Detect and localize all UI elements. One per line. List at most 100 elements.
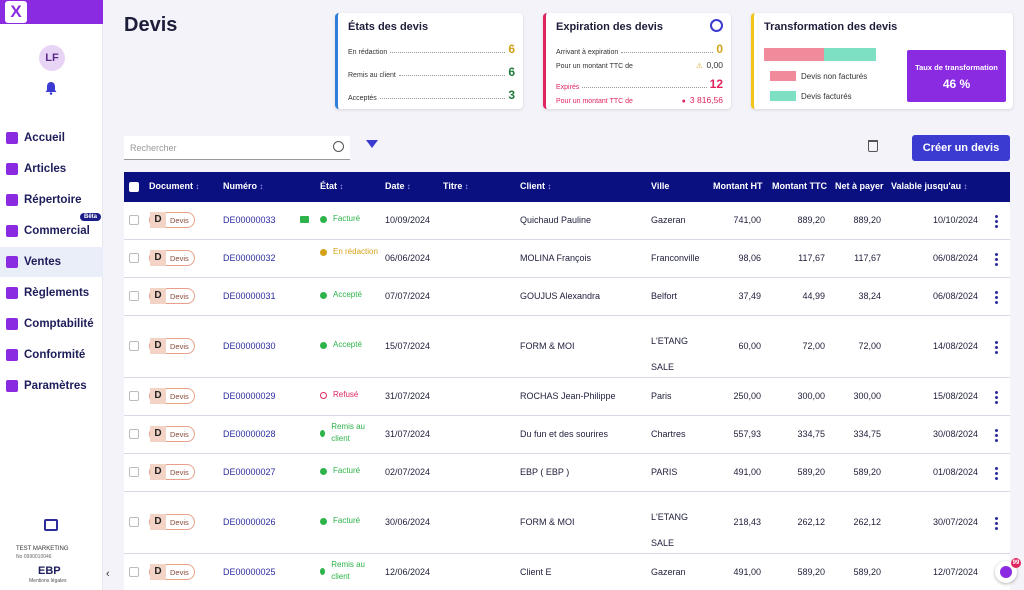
row-menu-icon[interactable] [995,517,998,532]
numero-link[interactable]: DE00000033 [223,215,276,225]
table-row[interactable]: D Devis DE00000026 Facturé 30/06/2024 FOR… [124,492,1010,554]
bar-factures [824,48,876,61]
col-numero[interactable]: Numéro [223,181,263,191]
col-titre[interactable]: Titre [443,181,469,191]
table-row[interactable]: D Devis DE00000027 Facturé 02/07/2024 EBP… [124,454,1010,492]
avatar[interactable]: LF [39,45,65,71]
date-cell: 02/07/2024 [385,467,431,477]
create-devis-button[interactable]: Créer un devis [912,135,1010,161]
table-row[interactable]: D Devis DE00000025 Remis au client 12/06/… [124,554,1010,590]
trash-icon[interactable] [868,140,878,152]
row-checkbox[interactable] [129,253,139,263]
client-cell: ROCHAS Jean-Philippe [520,391,616,401]
row-checkbox[interactable] [129,291,139,301]
numero-link[interactable]: DE00000029 [223,391,276,401]
numero-link[interactable]: DE00000032 [223,253,276,263]
legal-link[interactable]: Mentions légales [29,578,67,584]
col-net-a-payer: Net à payer [835,181,884,191]
row-menu-icon[interactable] [995,341,998,356]
sidebar-item-accueil[interactable]: Accueil [0,123,103,153]
sidebar-item-parametres[interactable]: Paramètres [0,371,103,401]
card-expiration-devis[interactable]: Expiration des devis Arrivant à expirati… [543,13,731,109]
row-menu-icon[interactable] [995,429,998,444]
row-menu-icon[interactable] [995,215,998,230]
arrivant-row: Arrivant à expiration 0 [556,42,723,56]
sidebar-item-reglements[interactable]: Règlements [0,278,103,308]
numero-link[interactable]: DE00000030 [223,341,276,351]
numero-link[interactable]: DE00000031 [223,291,276,301]
table-row[interactable]: D Devis DE00000033 Facturé 10/09/2024 Qui… [124,202,1010,240]
row-menu-icon[interactable] [995,391,998,406]
row-checkbox[interactable] [129,341,139,351]
col-document[interactable]: Document [149,181,199,191]
card-transformation-devis[interactable]: Transformation des devis Devis non factu… [751,13,1013,109]
ttc-cell: 44,99 [802,291,825,301]
sidebar-item-articles[interactable]: Articles [0,154,103,184]
status-badge: En rédaction [320,246,380,258]
sidebar-item-label: Comptabilité [24,318,94,330]
page-title: Devis [124,14,178,36]
gear-icon[interactable] [710,19,723,32]
numero-link[interactable]: DE00000028 [223,429,276,439]
chat-icon[interactable] [44,519,58,531]
card-etats-devis[interactable]: États des devis En rédaction 6 Remis au c… [335,13,523,109]
document-chip: D Devis [149,288,195,304]
legend-factures: Devis facturés [770,91,852,101]
row-checkbox[interactable] [129,517,139,527]
row-checkbox[interactable] [129,567,139,577]
numero-link[interactable]: DE00000025 [223,567,276,577]
bell-icon[interactable] [44,81,58,95]
etat-row-redaction: En rédaction 6 [348,42,515,56]
net-cell: 589,20 [853,467,881,477]
assistant-fab[interactable]: 99 [995,558,1021,583]
filter-icon[interactable] [366,140,378,148]
search-input[interactable]: Rechercher [124,136,350,160]
sidebar-item-conformite[interactable]: Conformité [0,340,103,370]
col-client[interactable]: Client [520,181,551,191]
row-checkbox[interactable] [129,467,139,477]
col-date[interactable]: Date [385,181,411,191]
app-logo-icon[interactable]: X [5,1,27,23]
numero-link[interactable]: DE00000026 [223,517,276,527]
collapse-sidebar-icon[interactable]: ‹ [106,568,110,580]
row-menu-icon[interactable] [995,253,998,268]
document-chip: D Devis [149,426,195,442]
ebp-logo: EBP [38,565,61,577]
table-header: Document Numéro État Date Titre Client V… [124,172,1010,202]
status-badge: Remis au client [320,559,372,583]
row-checkbox[interactable] [129,429,139,439]
sidebar-item-ventes[interactable]: Ventes [0,247,103,277]
valable-cell: 14/08/2024 [932,341,978,351]
ttc-cell: 262,12 [797,517,825,527]
date-cell: 10/09/2024 [385,215,431,225]
table-row[interactable]: D Devis DE00000029 Refusé 31/07/2024 ROCH… [124,378,1010,416]
sidebar-item-repertoire[interactable]: Répertoire [0,185,103,215]
date-cell: 07/07/2024 [385,291,431,301]
receipt-icon [6,256,18,268]
col-etat[interactable]: État [320,181,343,191]
row-menu-icon[interactable] [995,291,998,306]
row-menu-icon[interactable] [995,467,998,482]
sidebar-item-label: Répertoire [24,194,82,206]
date-cell: 15/07/2024 [385,341,431,351]
client-cell: EBP ( EBP ) [520,467,570,477]
table-row[interactable]: D Devis DE00000028 Remis au client 31/07/… [124,416,1010,454]
sidebar-item-comptabilite[interactable]: Comptabilité [0,309,103,339]
col-valable[interactable]: Valable jusqu'au [891,181,967,191]
document-chip: D Devis [149,564,195,580]
ht-cell: 557,93 [733,429,761,439]
sidebar-item-commercial[interactable]: Commercial Bêta [0,213,103,246]
row-checkbox[interactable] [129,391,139,401]
date-cell: 12/06/2024 [385,567,431,577]
ville-cell: Paris [651,391,672,401]
search-icon[interactable] [333,141,344,152]
card-title: Transformation des devis [764,21,898,33]
table-row[interactable]: D Devis DE00000032 En rédaction 06/06/202… [124,240,1010,278]
date-cell: 31/07/2024 [385,391,431,401]
table-row[interactable]: D Devis DE00000031 Accepté 07/07/2024 GOU… [124,278,1010,316]
valable-cell: 10/10/2024 [932,215,978,225]
table-row[interactable]: D Devis DE00000030 Accepté 15/07/2024 FOR… [124,316,1010,378]
select-all-checkbox[interactable] [129,182,139,192]
numero-link[interactable]: DE00000027 [223,467,276,477]
row-checkbox[interactable] [129,215,139,225]
